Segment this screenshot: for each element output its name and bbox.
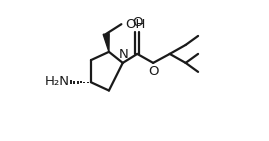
Text: N: N	[119, 48, 129, 61]
Text: O: O	[132, 16, 143, 29]
Polygon shape	[103, 33, 109, 52]
Text: O: O	[148, 65, 159, 78]
Text: OH: OH	[125, 18, 145, 31]
Text: H₂N: H₂N	[45, 75, 70, 88]
